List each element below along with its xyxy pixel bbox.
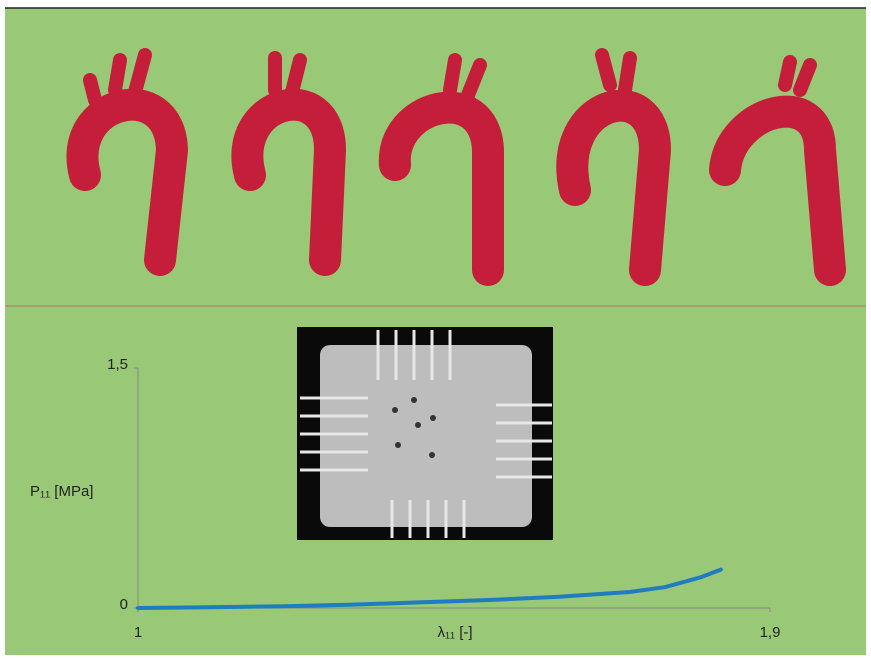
specimen-photo: [297, 327, 553, 540]
x-axis-label: λ₁₁ [-]: [437, 624, 472, 641]
y-tick-label: 0: [120, 596, 128, 613]
x-tick-label: 1: [134, 624, 142, 641]
page: {"chart_data": {"type": "line", "xlabel"…: [0, 0, 871, 659]
figure: P₁₁ [MPa] λ₁₁ [-] 0 1,5 1 1,9: [0, 0, 871, 659]
y-tick-label: 1,5: [107, 356, 128, 373]
y-axis-label: P₁₁ [MPa]: [30, 483, 93, 500]
x-tick-label: 1,9: [760, 624, 781, 641]
